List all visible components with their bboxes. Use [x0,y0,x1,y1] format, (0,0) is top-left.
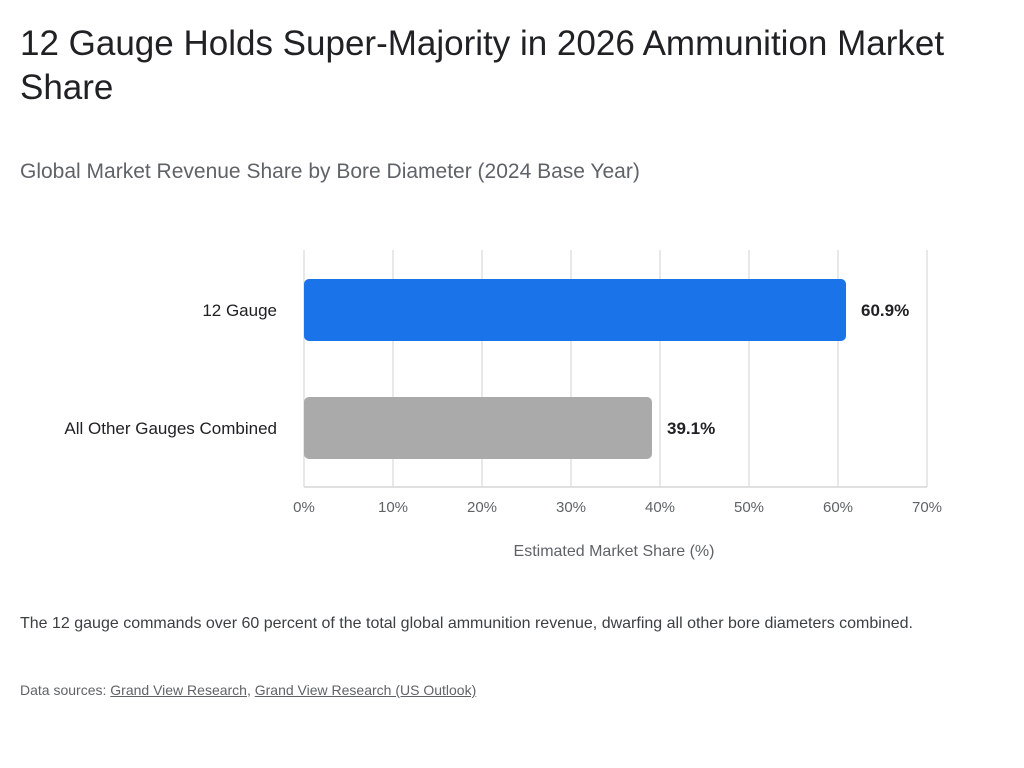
x-tick-label: 50% [734,499,764,516]
chart-title: 12 Gauge Holds Super-Majority in 2026 Am… [20,24,945,107]
x-tick-label: 70% [912,499,942,516]
bars [304,279,847,459]
x-tick-label: 20% [467,499,497,516]
bar [304,279,847,341]
bar-chart: 0% 10% 20% 30% 40% 50% 60% 70% 12 Gauge 60.9% All … [64,250,942,560]
x-tick-label: 0% [293,499,315,516]
category-label: All Other Gauges Combined [64,419,277,438]
sources-separator: , [246,682,255,698]
source-link-grand-view-research-us-outlook[interactable]: Grand View Research (US Outlook) [254,682,477,698]
labels: 0% 10% 20% 30% 40% 50% 60% 70% 12 Gauge 60.9% All … [64,301,942,516]
category-label: 12 Gauge [202,301,277,320]
source-link-grand-view-research[interactable]: Grand View Research [110,682,247,698]
chart-subtitle: Global Market Revenue Share by Bore Diam… [20,160,640,183]
x-tick-label: 30% [556,499,586,516]
data-sources: Data sources: Grand View Research, Grand… [20,682,476,698]
chart-caption: The 12 gauge commands over 60 percent of… [20,615,913,632]
x-tick-label: 60% [823,499,853,516]
x-tick-label: 40% [645,499,675,516]
x-axis-title: Estimated Market Share (%) [514,543,715,560]
sources-prefix: Data sources: [20,682,111,698]
data-label: 39.1% [667,419,715,438]
x-tick-label: 10% [378,499,408,516]
data-label: 60.9% [861,301,909,320]
bar [304,397,652,459]
